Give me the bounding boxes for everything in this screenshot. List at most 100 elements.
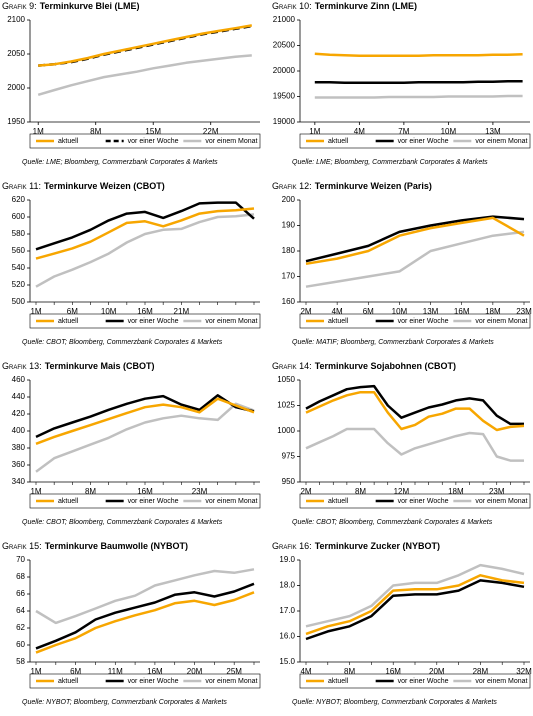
y-tick-label: 60 xyxy=(16,640,25,649)
x-tick-label: 11M xyxy=(108,667,123,676)
source-note: Quelle: CBOT; Bloomberg, Commerzbank Cor… xyxy=(292,519,493,526)
legend-label: vor einem Monat xyxy=(475,498,527,505)
legend-label: aktuell xyxy=(328,318,349,325)
legend-label: vor einem Monat xyxy=(205,138,257,145)
chart-title-text: Terminkurve Baumwolle (NYBOT) xyxy=(45,541,188,551)
chart-title-text: Terminkurve Sojabohnen (CBOT) xyxy=(315,361,456,371)
chart-title-text: Terminkurve Zinn (LME) xyxy=(315,1,417,11)
source-note: Quelle: LME; Bloomberg, Commerzbank Corp… xyxy=(292,159,488,166)
x-tick-label: 1M xyxy=(30,667,41,676)
chart-panel: Grafik 12: Terminkurve Weizen (Paris) 160 1… xyxy=(272,181,532,345)
y-tick-label: 20500 xyxy=(273,41,296,50)
y-tick-label: 440 xyxy=(12,392,26,401)
x-tick-label: 20M xyxy=(429,667,445,676)
x-tick-label: 6M xyxy=(70,667,81,676)
x-tick-label: 23M xyxy=(516,307,532,316)
y-tick-label: 19500 xyxy=(273,92,296,101)
y-tick-label: 560 xyxy=(12,246,26,255)
y-tick-label: 2100 xyxy=(7,15,25,24)
y-tick-label: 18.0 xyxy=(279,581,295,590)
legend-box xyxy=(299,313,531,329)
legend-label: aktuell xyxy=(58,318,79,325)
chart-title-text: Terminkurve Zucker (NYBOT) xyxy=(315,541,440,551)
legend-label: vor einem Monat xyxy=(475,138,527,145)
x-tick-label: 16M xyxy=(137,307,153,316)
y-tick-label: 380 xyxy=(12,443,26,452)
y-tick-label: 58 xyxy=(16,657,25,666)
series-line xyxy=(37,54,252,96)
legend-label: aktuell xyxy=(328,138,349,145)
source-note: Quelle: MATIF; Bloomberg, Commerzbank Co… xyxy=(292,339,494,346)
legend-label: aktuell xyxy=(58,498,79,505)
x-tick-label: 21M xyxy=(174,307,190,316)
chart-title: Grafik 13: Terminkurve Mais (CBOT) xyxy=(2,361,155,371)
chart-title-text: Terminkurve Blei (LME) xyxy=(40,1,140,11)
x-tick-label: 4M xyxy=(332,307,343,316)
y-tick-label: 580 xyxy=(12,229,26,238)
series-line xyxy=(35,568,255,625)
x-tick-label: 6M xyxy=(67,307,78,316)
chart-panel: Grafik 11: Terminkurve Weizen (CBOT) 500 52… xyxy=(2,181,261,346)
x-tick-label: 32M xyxy=(516,667,532,676)
y-tick-label: 17.0 xyxy=(279,606,295,615)
x-tick-label: 20M xyxy=(187,667,203,676)
y-tick-label: 950 xyxy=(282,477,296,486)
legend-box xyxy=(299,133,531,149)
series-line xyxy=(35,201,255,251)
series-line xyxy=(305,427,524,462)
series-line xyxy=(305,215,525,263)
y-tick-label: 190 xyxy=(282,221,296,230)
chart-title: Grafik 12: Terminkurve Weizen (Paris) xyxy=(272,181,432,191)
x-tick-label: 25M xyxy=(226,667,242,676)
chart-title-text: Terminkurve Weizen (Paris) xyxy=(315,181,432,191)
y-tick-label: 68 xyxy=(16,572,25,581)
source-note: Quelle: NYBOT; Bloomberg, Commerzbank Co… xyxy=(292,699,497,706)
source-note: Quelle: CBOT; Bloomberg, Commerzbank Cor… xyxy=(22,519,223,526)
series-line xyxy=(305,230,525,288)
y-tick-label: 70 xyxy=(16,555,25,564)
y-tick-label: 360 xyxy=(12,460,26,469)
y-tick-label: 500 xyxy=(12,297,26,306)
series-line xyxy=(35,207,255,260)
series-line xyxy=(35,213,255,288)
legend-label: vor einer Woche xyxy=(398,678,449,685)
chart-panel: Grafik 15: Terminkurve Baumwolle (NYBOT) 5… xyxy=(2,541,261,706)
y-tick-label: 540 xyxy=(12,263,26,272)
x-tick-label: 13M xyxy=(423,307,439,316)
chart-label: Grafik 11: xyxy=(2,181,41,191)
x-tick-label: 22M xyxy=(203,127,219,136)
legend-label: vor einer Woche xyxy=(398,138,449,145)
chart-title: Grafik 16: Terminkurve Zucker (NYBOT) xyxy=(272,541,440,551)
chart-panel: Grafik 13: Terminkurve Mais (CBOT) 340 360 3… xyxy=(2,361,261,526)
legend-label: vor einer Woche xyxy=(128,318,179,325)
chart-panel: Grafik 14: Terminkurve Sojabohnen (CBOT) 9… xyxy=(272,361,531,526)
x-tick-label: 1M xyxy=(309,127,320,136)
legend-label: aktuell xyxy=(58,138,79,145)
source-note: Quelle: NYBOT; Bloomberg, Commerzbank Co… xyxy=(22,699,227,706)
y-tick-label: 2050 xyxy=(7,49,25,58)
x-tick-label: 1M xyxy=(30,487,41,496)
series-line xyxy=(35,402,255,473)
chart-title-text: Terminkurve Mais (CBOT) xyxy=(45,361,155,371)
series-line xyxy=(314,94,523,99)
x-tick-label: 16M xyxy=(137,487,153,496)
x-tick-label: 10M xyxy=(441,127,457,136)
x-tick-label: 16M xyxy=(147,667,163,676)
chart-label: Grafik 16: xyxy=(272,541,312,551)
chart-title-text: Terminkurve Weizen (CBOT) xyxy=(44,181,165,191)
legend-box xyxy=(29,313,261,329)
chart-label: Grafik 14: xyxy=(272,361,312,371)
x-tick-label: 18M xyxy=(485,307,501,316)
legend-box xyxy=(29,673,261,689)
legend-label: vor einem Monat xyxy=(205,678,257,685)
chart-label: Grafik 13: xyxy=(2,361,42,371)
x-tick-label: 28M xyxy=(473,667,489,676)
series-line xyxy=(305,574,525,636)
chart-title: Grafik 9: Terminkurve Blei (LME) xyxy=(2,1,140,11)
y-tick-label: 15.0 xyxy=(279,657,295,666)
y-tick-label: 160 xyxy=(282,297,296,306)
x-tick-label: 8M xyxy=(85,487,96,496)
chart-title: Grafik 10: Terminkurve Zinn (LME) xyxy=(272,1,417,11)
x-tick-label: 12M xyxy=(394,487,410,496)
